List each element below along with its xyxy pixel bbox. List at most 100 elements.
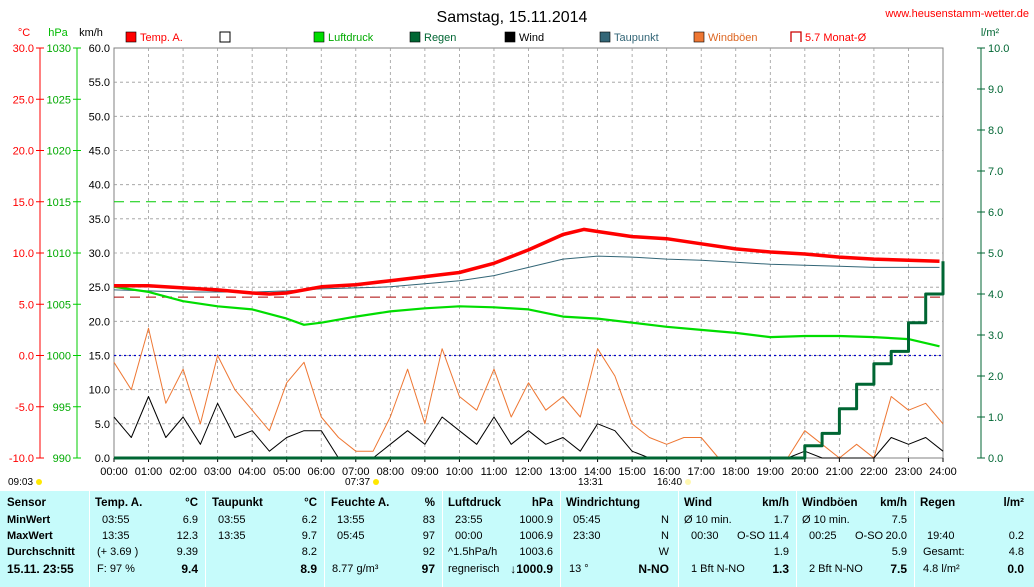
hpa-tick-label: 1000 [47, 351, 71, 363]
temp-min-val: 6.9 [182, 514, 198, 526]
wdir-cur-val: N-NO [638, 562, 669, 576]
pres-header: Luftdruck [448, 497, 502, 509]
x-tick-label: 15:00 [618, 466, 646, 478]
website-link[interactable]: www.heusenstamm-wetter.de [884, 8, 1029, 20]
gust-cur-val: 7.5 [890, 562, 907, 576]
temp-tick-label: -10.0 [9, 453, 34, 465]
pres-min-val: 1000.9 [519, 514, 553, 526]
wind-col: Wind km/h Ø 10 min. 1.7 00:30 O-SO 11.4 … [679, 491, 795, 587]
legend-swatch [219, 31, 231, 43]
sun-icon [36, 479, 43, 486]
temp-header: Temp. A. [95, 497, 143, 509]
unit-celsius: °C [18, 27, 30, 39]
hpa-tick-label: 995 [53, 402, 71, 414]
kmh-tick-label: 0.0 [95, 453, 110, 465]
wdir-cur-note: 13 ° [569, 563, 589, 575]
wdir-min-time: 05:45 [573, 514, 601, 526]
col-divider [89, 491, 90, 587]
x-tick-label: 02:00 [169, 466, 197, 478]
legend-swatch [125, 31, 137, 43]
dew-avg-val: 8.2 [301, 546, 317, 558]
rain-cur-val: 0.0 [1007, 562, 1024, 576]
series-line-windb-en [113, 327, 944, 459]
wind-min-val: 1.7 [773, 514, 789, 526]
x-tick-label: 00:00 [100, 466, 128, 478]
temp-max-val: 12.3 [176, 530, 198, 542]
x-tick-label: 18:00 [722, 466, 750, 478]
rain-max-time: 19:40 [927, 530, 955, 542]
hum-min-val: 83 [422, 514, 435, 526]
hum-cur-note: 8.77 g/m³ [332, 563, 379, 575]
rain-tick-label: 1.0 [988, 412, 1003, 424]
wdir-min-val: N [661, 514, 669, 526]
rain-tick-label: 9.0 [988, 84, 1003, 96]
sun-left-time: 09:03 [8, 477, 43, 488]
hpa-tick-label: 1015 [47, 197, 71, 209]
temp-tick-label: 10.0 [13, 248, 34, 260]
solar-noon-time: 13:31 [578, 477, 604, 488]
weather-chart: Samstag, 15.11.2014 www.heusenstamm-wett… [9, 8, 1029, 478]
current-label: 15.11. 23:55 [7, 562, 74, 576]
col-divider [796, 491, 797, 587]
dew-min-time: 03:55 [218, 514, 246, 526]
x-tick-label: 07:00 [342, 466, 370, 478]
wind-avg-val: 1.9 [773, 546, 789, 558]
gust-header: Windböen [802, 497, 858, 509]
temp-avg-val: 9.39 [176, 546, 198, 558]
col-divider [560, 491, 561, 587]
legend-label: Windböen [708, 32, 758, 44]
hpa-tick-label: 1020 [47, 146, 71, 158]
hum-header: Feuchte A. [331, 497, 390, 509]
axis-units: °C hPa km/h l/m² [18, 27, 1000, 39]
hum-min-time: 13:55 [337, 514, 365, 526]
temp-cur-note: F: 97 % [97, 563, 135, 575]
rain-avg-val: 4.8 [1008, 546, 1024, 558]
rain-tick-label: 0.0 [988, 453, 1003, 465]
series-line-luftdruck [113, 285, 940, 348]
wdir-avg-val: W [658, 546, 669, 558]
max-label: MaxWert [7, 530, 53, 542]
gust-max-dir: O-SO [855, 530, 884, 542]
kmh-tick-label: 35.0 [89, 214, 110, 226]
gust-unit: km/h [880, 497, 907, 509]
unit-kmh: km/h [79, 27, 103, 39]
wind-header: Wind [684, 497, 712, 509]
series-line-temp-a [114, 227, 940, 296]
col-divider [442, 491, 443, 587]
x-tick-label: 01:00 [135, 466, 163, 478]
legend-swatch [693, 31, 705, 43]
pres-cur-val: ↓1000.9 [510, 562, 553, 576]
col-divider [914, 491, 915, 587]
series-line-regen [114, 261, 945, 460]
sensor-header: Sensor [7, 497, 46, 509]
temp-avg-note: (+ 3.69 ) [97, 546, 139, 558]
rain-tick-label: 4.0 [988, 289, 1003, 301]
wind-max-time: 00:30 [691, 530, 719, 542]
kmh-tick-label: 10.0 [89, 385, 110, 397]
row-labels-col: Sensor MinWert MaxWert Durchschnitt 15.1… [0, 491, 88, 587]
sunset-time: 16:40 [657, 477, 692, 488]
x-tick-label: 05:00 [273, 466, 301, 478]
legend-swatch [313, 31, 325, 43]
temp-min-time: 03:55 [102, 514, 130, 526]
temp-tick-label: -5.0 [15, 402, 34, 414]
hpa-tick-label: 990 [53, 453, 71, 465]
legend-label: Regen [424, 32, 456, 44]
x-tick-label: 11:00 [481, 466, 508, 478]
rain-col: Regen l/m² 19:40 0.2 Gesamt: 4.8 4.8 l/m… [915, 491, 1034, 587]
rain-avg-note: Gesamt: [923, 546, 965, 558]
wind-cur-val: 1.3 [772, 562, 789, 576]
rain-tick-label: 10.0 [988, 43, 1009, 55]
pres-min-time: 23:55 [455, 514, 483, 526]
humidity-col: Feuchte A. % 13:55 83 05:45 97 92 8.77 g… [325, 491, 441, 587]
col-divider [678, 491, 679, 587]
col-divider [324, 491, 325, 587]
temp-tick-label: 30.0 [13, 43, 34, 55]
x-tick-label: 21:00 [826, 466, 854, 478]
rain-tick-label: 2.0 [988, 371, 1003, 383]
hpa-tick-label: 1010 [47, 248, 71, 260]
dewpoint-col: Taupunkt °C 03:55 6.2 13:35 9.7 8.2 8.9 [206, 491, 323, 587]
pres-unit: hPa [531, 497, 553, 509]
wind-min-time: Ø 10 min. [684, 514, 732, 526]
gust-cur-note: 2 Bft N-NO [809, 563, 863, 575]
